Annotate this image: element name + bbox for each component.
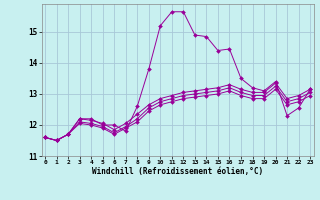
X-axis label: Windchill (Refroidissement éolien,°C): Windchill (Refroidissement éolien,°C) xyxy=(92,167,263,176)
